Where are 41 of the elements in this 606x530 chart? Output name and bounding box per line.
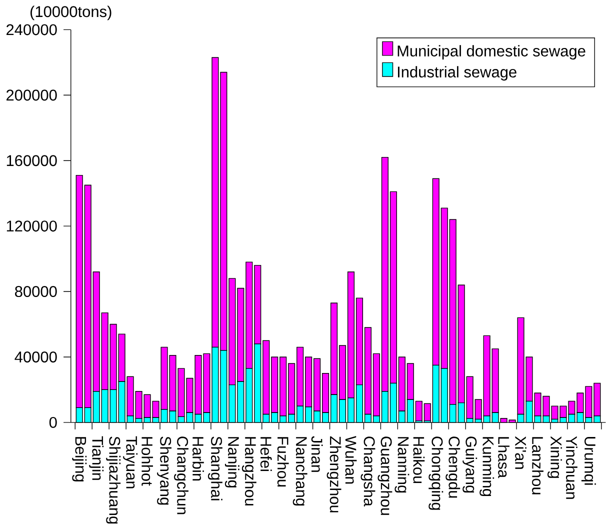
y-axis-title: (10000tons) [30,6,112,20]
x-tick-label: Tianjin [89,436,104,480]
x-tick-label: Xining [548,436,562,478]
x-tick-label: Xi'an [515,436,526,469]
y-tick-label: 0 [49,416,57,428]
x-tick-label: Guiyang [462,436,478,492]
x-tick-label: Changchun [174,436,188,514]
legend-label: Municipal domestic sewage [398,44,586,60]
x-tick-label: Fuzhou [277,436,289,486]
x-tick-label: Shenyang [157,436,172,504]
x-tick-label: Changsha [360,436,376,506]
x-tick-label: Chengdu [446,436,460,498]
x-tick-label: Hohhot [142,436,153,486]
x-tick-label: Chongqing [428,436,444,510]
x-tick-label: Zhengzhou [326,436,342,512]
x-tick-label: Wuhan [345,436,357,484]
x-tick-label: Taiyuan [123,436,138,488]
x-tick-label: Nanjing [224,436,240,488]
x-tick-label: Beijing [72,436,87,482]
y-tick-label: 80000 [15,286,57,297]
x-tick-label: Haikou [413,436,425,483]
x-tick-label: Hangzhou [242,436,256,506]
x-tick-label: Hefei [260,436,272,471]
x-tick-label: Urumqi [581,436,596,485]
x-tick-label: Yinchuan [566,436,578,499]
y-tick-label: 240000 [6,24,57,36]
x-tick-label: Guangzhou [378,436,392,515]
x-tick-label: Shijiazhuang [106,436,121,524]
x-tick-label: Jinan [311,436,323,472]
x-tick-label: Lanzhou [532,436,544,494]
x-tick-label: Lhasa [498,436,510,478]
y-tick-label: 200000 [6,90,57,100]
legend-label: Industrial sewage [398,66,516,80]
x-tick-label: Harbin [192,436,204,480]
x-tick-label: Nanning [394,436,410,492]
y-tick-label: 120000 [6,220,57,232]
x-tick-label: Kunming [480,436,494,496]
y-tick-label: 40000 [14,351,57,362]
y-tick-label: 160000 [6,154,57,166]
x-tick-label: Nanchang [292,436,308,506]
x-tick-label: Shanghai [208,436,222,500]
